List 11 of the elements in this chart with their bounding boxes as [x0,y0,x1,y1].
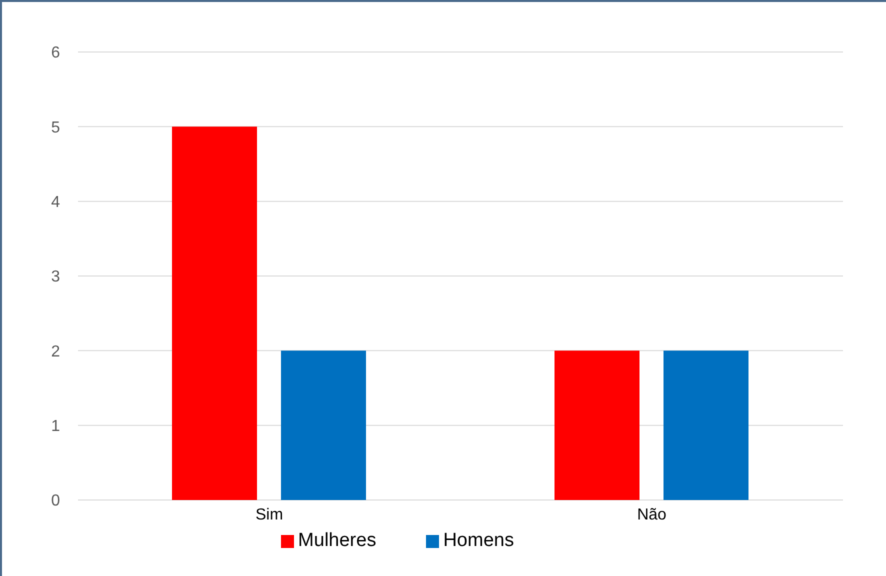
y-tick-label: 2 [51,343,60,360]
x-tick-label: Sim [255,506,284,524]
y-tick-label: 1 [51,418,60,436]
y-tick-label: 5 [51,119,60,136]
y-tick-label: 0 [51,492,60,510]
legend-label: Homens [443,530,514,551]
y-tick-label: 6 [51,44,60,62]
y-tick-label: 4 [51,194,60,212]
x-tick-label: Não [637,506,667,524]
y-tick-label: 3 [51,268,60,286]
legend-label: Mulheres [298,530,376,551]
